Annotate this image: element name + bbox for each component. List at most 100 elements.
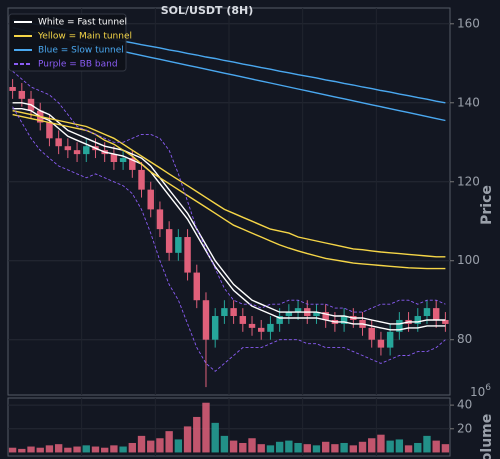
volume-bar — [27, 446, 35, 453]
candle-body — [110, 154, 118, 163]
chart-title: SOL/USDT (8H) — [161, 4, 254, 17]
volume-tick-label: 20 — [457, 421, 472, 435]
volume-offset: 106 — [470, 383, 491, 399]
volume-bar — [368, 438, 376, 453]
volume-bar — [414, 442, 422, 453]
candle-body — [175, 237, 182, 253]
volume-bar — [91, 446, 100, 453]
volume-bar — [395, 439, 404, 453]
candle-body — [129, 158, 136, 170]
candle-body — [294, 308, 302, 313]
volume-offset-base: 10 — [470, 385, 485, 399]
candle-body — [396, 319, 403, 332]
candle-body — [221, 308, 228, 317]
y-tick-label: 80 — [457, 332, 472, 346]
volume-bar — [432, 440, 440, 453]
volume-bar — [101, 447, 109, 453]
candle-body — [230, 308, 237, 317]
candle-body — [239, 316, 247, 324]
candle-body — [414, 316, 421, 324]
volume-bar — [128, 442, 136, 453]
legend-label: Purple = BB band — [38, 60, 118, 70]
indicator-line — [12, 113, 446, 270]
candle-body — [156, 209, 164, 230]
indicator-line — [12, 108, 446, 331]
candle-body — [64, 146, 72, 151]
grid: 80 100 120 140 160 20 40 — [8, 8, 480, 456]
volume-bar — [275, 441, 284, 453]
volume-bar — [36, 447, 44, 453]
volume-bar — [119, 446, 127, 453]
legend-label: Blue = Slow tunnel — [38, 46, 124, 56]
volume-bar — [340, 442, 348, 453]
volume-bar — [423, 435, 431, 453]
volume-bar — [183, 426, 192, 453]
plot — [8, 19, 450, 453]
volume-tick-label: 40 — [457, 398, 472, 412]
candle-body — [18, 90, 26, 99]
volume-bar — [266, 445, 275, 453]
candle-body — [119, 158, 127, 163]
volume-bar — [193, 416, 201, 453]
candle-body — [368, 327, 375, 340]
indicator-line — [12, 110, 446, 258]
volume-bar — [404, 445, 413, 453]
candle-body — [73, 150, 81, 155]
volume-bar — [441, 444, 450, 453]
volume-bar — [248, 438, 256, 453]
volume-bar — [45, 445, 54, 453]
volume-bar — [137, 435, 146, 453]
legend-label: Yellow = Main tunnel — [37, 32, 132, 42]
candle-body — [184, 237, 191, 273]
candle-body — [202, 300, 210, 340]
candle-body — [55, 138, 62, 147]
candle-body — [313, 312, 320, 317]
volume-bar — [8, 447, 17, 453]
candle-body — [340, 316, 348, 324]
volume-bar — [54, 444, 63, 453]
volume-bar — [322, 441, 330, 453]
volume-bar — [202, 402, 210, 453]
y-tick-label: 160 — [457, 16, 480, 30]
candle-body — [276, 316, 283, 324]
volume-bar — [303, 444, 311, 453]
volume-bar — [239, 442, 247, 453]
candle-body — [138, 169, 145, 190]
volume-bar — [220, 435, 229, 453]
volume-bar — [73, 446, 81, 453]
volume-bar — [18, 448, 26, 453]
y-axis-label: Price — [479, 185, 495, 225]
candle-body — [267, 323, 274, 332]
volume-bar — [110, 445, 118, 453]
candle-body — [46, 122, 53, 139]
candle-body — [9, 86, 16, 91]
candle-body — [432, 308, 440, 320]
candle-body — [442, 319, 449, 324]
indicator-line — [12, 70, 446, 313]
volume-bar — [229, 440, 238, 453]
volume-bar — [257, 444, 265, 453]
volume-bar — [386, 440, 394, 453]
candle-body — [165, 229, 173, 253]
legend: White = Fast tunnel Yellow = Main tunnel B… — [8, 13, 132, 72]
candle-body — [423, 308, 431, 317]
candle-body — [322, 312, 329, 320]
legend-box — [8, 13, 127, 72]
candle-body — [285, 312, 293, 317]
volume-bar — [349, 445, 357, 453]
volume-offset-exponent: 6 — [485, 383, 491, 393]
legend-label: White = Fast tunnel — [38, 18, 127, 28]
candle-body — [211, 316, 219, 340]
volume-bar — [174, 439, 183, 453]
candle-body — [83, 146, 90, 155]
candle-body — [147, 189, 154, 210]
volume-bar — [377, 434, 385, 453]
indicator-line — [12, 102, 446, 325]
candle-body — [193, 272, 200, 301]
candle-body — [258, 327, 265, 332]
candle-body — [377, 339, 385, 348]
volume-bar — [294, 442, 302, 453]
volume-bar — [285, 440, 293, 453]
volume-bar — [156, 438, 164, 453]
